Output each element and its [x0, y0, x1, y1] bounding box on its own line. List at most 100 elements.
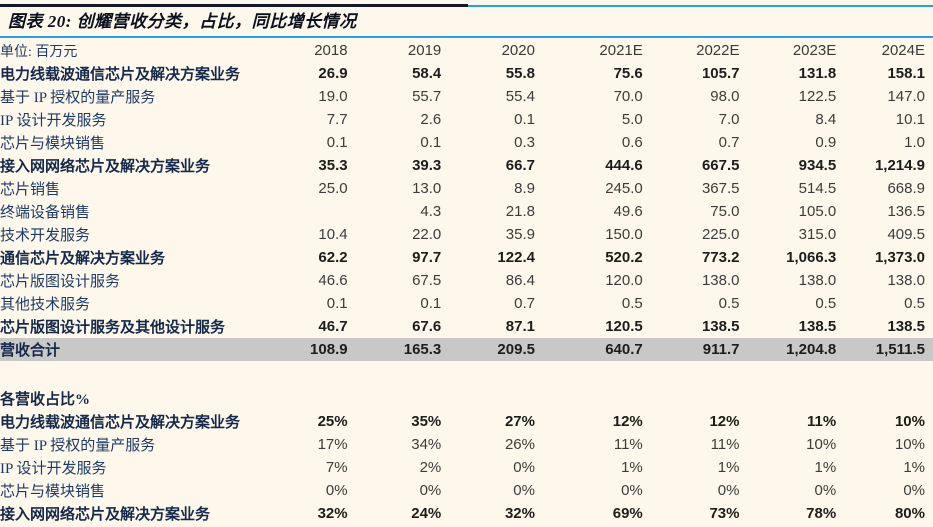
value-cell: 0.9 — [815, 134, 837, 152]
value-cell: 105.7 — [701, 65, 740, 83]
value-cell: 55.4 — [505, 88, 535, 106]
value-cell: 0.3 — [514, 134, 535, 152]
value-cell: 55.8 — [505, 65, 535, 83]
empty-cell — [643, 387, 740, 410]
value-cell: 46.7 — [318, 318, 348, 336]
value-cell: 147.0 — [887, 88, 925, 106]
value-cell: 138.0 — [798, 272, 837, 290]
value-cell: 138.0 — [887, 272, 925, 290]
value-cell: 39.3 — [412, 157, 442, 175]
value-cell: 11% — [710, 436, 740, 454]
row-label: 芯片与模块销售 — [0, 484, 106, 501]
table-row: 技术开发服务 10.4 22.0 35.9 150.0 225.0 315.0 409.5 — [0, 223, 933, 246]
value-cell: 55.7 — [412, 88, 442, 106]
row-label: 芯片销售 — [0, 182, 61, 199]
value-cell: 209.5 — [441, 338, 535, 362]
value-cell: 131.8 — [798, 65, 837, 83]
value-cell: 0% — [513, 482, 535, 500]
table-row: 基于 IP 授权的量产服务 17% 34% 26% 11% 11% 10% 10% — [0, 433, 933, 456]
value-cell: 86.4 — [505, 272, 535, 290]
value-cell: 934.5 — [798, 157, 837, 175]
value-cell: 773.2 — [701, 249, 740, 267]
value-cell: 138.5 — [887, 318, 925, 336]
value-cell: 62.2 — [318, 249, 348, 267]
column-header-2018: 2018 — [314, 42, 348, 60]
value-cell: 12% — [612, 413, 643, 431]
empty-cell — [739, 387, 836, 410]
value-cell: 35% — [411, 413, 442, 431]
value-cell: 0.6 — [621, 134, 643, 152]
value-cell: 0.1 — [326, 295, 348, 313]
value-cell: 35.3 — [318, 157, 348, 175]
value-cell: 150.0 — [605, 226, 643, 244]
empty-cell — [282, 387, 347, 410]
value-cell: 911.7 — [642, 338, 740, 362]
value-cell: 138.5 — [701, 318, 740, 336]
row-label: 接入网网络芯片及解决方案业务 — [0, 159, 211, 176]
header-row: 单位: 百万元 2018 2019 2020 2021E 2022E 2023E… — [0, 39, 933, 62]
value-cell: 165.3 — [347, 338, 442, 362]
empty-cell — [535, 387, 643, 410]
value-cell: 27% — [504, 413, 535, 431]
column-header-2021e: 2021E — [599, 42, 643, 60]
value-cell: 120.0 — [605, 272, 643, 290]
section-gap — [0, 361, 933, 387]
table-row: IP 设计开发服务 7.7 2.6 0.1 5.0 7.0 8.4 10.1 — [0, 108, 933, 131]
table-row: 电力线载波通信芯片及解决方案业务 26.9 58.4 55.8 75.6 105.7 131… — [0, 62, 933, 85]
value-cell: 158.1 — [887, 65, 925, 83]
value-cell: 26% — [504, 436, 535, 454]
value-cell: 367.5 — [701, 180, 740, 198]
value-cell: 315.0 — [798, 226, 837, 244]
value-cell: 17% — [317, 436, 348, 454]
table-row: 芯片与模块销售 0% 0% 0% 0% 0% 0% 0% — [0, 479, 933, 502]
revenue-table: 单位: 百万元 2018 2019 2020 2021E 2022E 2023E… — [0, 39, 933, 525]
value-cell: 67.6 — [412, 318, 442, 336]
total-row: 营收合计 108.9 165.3 209.5 640.7 911.7 1,204.8 1,51… — [0, 338, 933, 362]
value-cell: 11% — [613, 436, 643, 454]
value-cell: 12% — [709, 413, 740, 431]
table-row: 电力线载波通信芯片及解决方案业务 25% 35% 27% 12% 12% 11% 10% — [0, 410, 933, 433]
value-cell: 22.0 — [412, 226, 442, 244]
value-cell: 7.0 — [718, 111, 740, 129]
unit-label: 单位: 百万元 — [0, 44, 78, 60]
value-cell: 2.6 — [420, 111, 442, 129]
value-cell: 4.3 — [420, 203, 442, 221]
value-cell: 1,204.8 — [739, 338, 837, 362]
value-cell: 108.9 — [282, 338, 348, 362]
value-cell: 640.7 — [534, 338, 643, 362]
value-cell: 120.5 — [605, 318, 643, 336]
value-cell: 0% — [814, 482, 837, 500]
value-cell: 21.8 — [505, 203, 535, 221]
row-label: 基于 IP 授权的量产服务 — [0, 90, 156, 107]
table-row: 芯片销售 25.0 13.0 8.9 245.0 367.5 514.5 668.9 — [0, 177, 933, 200]
value-cell: 10% — [894, 436, 925, 454]
value-cell: 75.6 — [613, 65, 643, 83]
row-label: 芯片与模块销售 — [0, 136, 106, 153]
value-cell: 25% — [317, 413, 348, 431]
value-cell: 668.9 — [887, 180, 925, 198]
value-cell: 73% — [709, 505, 740, 523]
section-gap-cell — [0, 361, 933, 387]
empty-cell — [836, 387, 933, 410]
value-cell: 1% — [903, 459, 925, 477]
value-cell: 97.7 — [412, 249, 442, 267]
value-cell: 1% — [717, 459, 740, 477]
value-cell: 8.9 — [514, 180, 535, 198]
value-cell: 24% — [411, 505, 442, 523]
empty-cell — [441, 387, 535, 410]
value-cell: 0.5 — [904, 295, 925, 313]
share-section-heading: 各营收占比% — [0, 392, 91, 409]
row-label: 基于 IP 授权的量产服务 — [0, 438, 156, 455]
value-cell: 75.0 — [710, 203, 740, 221]
value-cell: 46.6 — [318, 272, 348, 290]
value-cell: 69% — [612, 505, 643, 523]
table-row: 其他技术服务 0.1 0.1 0.7 0.5 0.5 0.5 0.5 — [0, 292, 933, 315]
value-cell: 87.1 — [505, 318, 535, 336]
value-cell: 136.5 — [887, 203, 925, 221]
value-cell: 49.6 — [613, 203, 643, 221]
row-label: 电力线载波通信芯片及解决方案业务 — [0, 67, 241, 84]
table-row: 终端设备销售 4.3 21.8 49.6 75.0 105.0 136.5 — [0, 200, 933, 223]
table-row: 芯片与模块销售 0.1 0.1 0.3 0.6 0.7 0.9 1.0 — [0, 131, 933, 154]
value-cell: 0.1 — [514, 111, 535, 129]
